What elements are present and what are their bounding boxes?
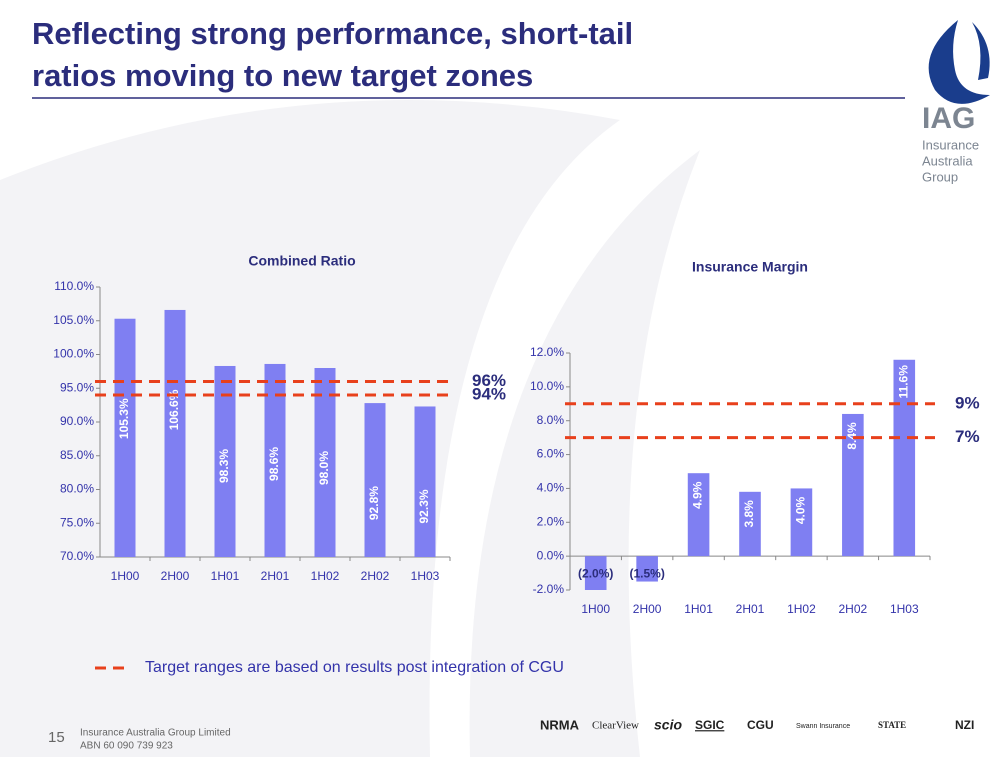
bar [687,473,710,557]
chart-title: Insurance Margin [692,259,808,275]
x-tick-label: 1H00 [581,602,610,616]
value-label: 98.0% [317,451,331,485]
y-tick-label: 6.0% [537,447,565,461]
x-tick-label: 2H02 [839,602,868,616]
value-label: (2.0%) [578,566,613,580]
bar [414,406,436,557]
bar [214,365,236,557]
bar [364,403,386,557]
logo-shape [928,20,990,104]
value-label: 105.3% [117,398,131,439]
value-label: 3.8% [742,500,756,528]
bar [314,368,336,557]
brand: scio [654,717,682,733]
logo-mark: IAG [922,102,975,135]
bar [739,491,761,557]
y-tick-label: 8.0% [537,413,565,427]
value-label: 11.6% [896,365,910,399]
bar [636,556,658,582]
y-tick-label: 90.0% [60,414,94,428]
value-label: 98.6% [267,447,281,481]
brands: NRMA ClearView scio SGIC CGU Swann Insur… [540,717,974,733]
brand: NRMA [540,717,580,732]
target-label: 7% [955,427,980,446]
y-tick-label: 70.0% [60,549,94,563]
y-tick-label: 75.0% [60,515,94,529]
y-tick-label: 105.0% [53,313,94,327]
decoration [469,150,700,757]
x-tick-label: 1H01 [684,602,713,616]
value-label: 4.0% [794,496,808,524]
y-tick-label: 4.0% [537,481,565,495]
x-tick-label: 2H00 [161,569,190,583]
decoration [0,100,620,757]
bar [790,488,813,557]
brand: CGU [747,718,774,732]
target-label: 94% [472,384,506,403]
x-tick-label: 1H00 [111,569,140,583]
x-tick-label: 2H00 [633,602,662,616]
y-tick-label: 2.0% [537,514,565,528]
y-tick-label: 12.0% [530,345,564,359]
brand: STATE [878,720,906,730]
page-number: 15 [48,729,65,746]
value-label: 8.4% [845,422,859,450]
bar [842,413,864,557]
logo: IAG Insurance Australia Group [922,20,990,184]
y-tick-label: -2.0% [533,582,565,596]
x-tick-label: 2H02 [361,569,390,583]
company: Insurance Australia Group Limited [80,728,231,739]
x-tick-label: 2H01 [736,602,765,616]
bar [264,363,286,557]
y-tick-label: 85.0% [60,448,94,462]
logo-shape [972,22,990,80]
value-label: (1.5%) [629,566,664,580]
logo-text: Australia [922,153,973,168]
slide-title: Reflecting strong performance, short-tai… [32,16,633,51]
bar [114,318,136,557]
x-tick-label: 1H01 [211,569,240,583]
y-tick-label: 80.0% [60,482,94,496]
value-label: 92.8% [367,486,381,520]
x-tick-label: 2H01 [261,569,290,583]
x-tick-label: 1H03 [890,602,919,616]
brand: Swann Insurance [796,723,850,730]
logo-text: Group [922,169,958,184]
y-tick-label: 110.0% [54,279,94,293]
value-label: 92.3% [417,489,431,523]
brand: SGIC [695,718,725,732]
y-tick-label: 100.0% [53,347,94,361]
y-tick-label: 95.0% [60,380,94,394]
brand: NZI [955,718,974,732]
value-label: 98.3% [217,449,231,483]
slide-title: ratios moving to new target zones [32,58,533,93]
value-label: 4.9% [691,481,705,509]
target-label: 96% [472,371,506,390]
logo-text: Insurance [922,137,979,152]
bar [164,309,186,557]
y-tick-label: 10.0% [530,379,564,393]
brand: ClearView [592,720,639,732]
x-tick-label: 1H03 [411,569,440,583]
bar [584,556,607,590]
note: Target ranges are based on results post … [145,659,564,676]
bar [893,359,916,557]
value-label: 106.6% [167,389,181,430]
x-tick-label: 1H02 [311,569,340,583]
abn: ABN 60 090 739 923 [80,741,173,752]
x-tick-label: 1H02 [787,602,816,616]
target-label: 9% [955,393,980,412]
chart-title: Combined Ratio [248,253,355,269]
y-tick-label: 0.0% [537,548,565,562]
